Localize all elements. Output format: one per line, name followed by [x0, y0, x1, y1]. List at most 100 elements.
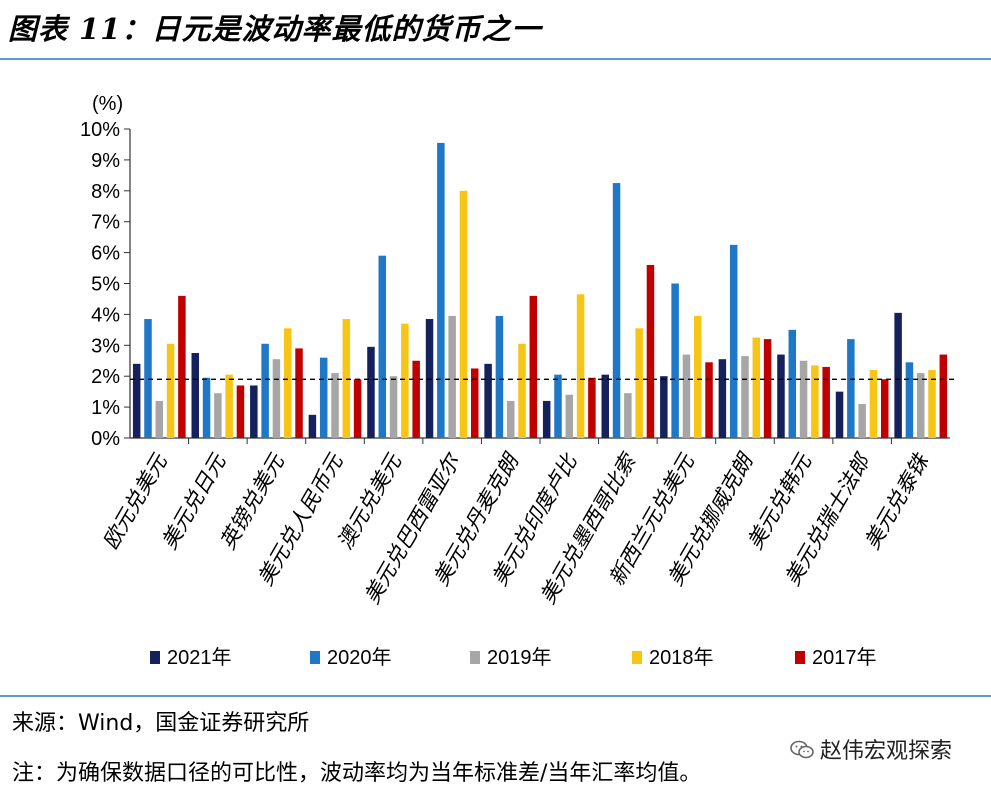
- y-tick-label: 9%: [91, 150, 120, 172]
- bar: [470, 368, 479, 438]
- bar: [741, 356, 749, 438]
- bar: [682, 354, 691, 438]
- bar: [542, 400, 551, 438]
- bar: [495, 315, 504, 438]
- bar: [166, 343, 175, 438]
- bar: [250, 385, 258, 438]
- bar: [178, 295, 186, 438]
- bar: [132, 363, 141, 438]
- bar: [342, 319, 351, 438]
- y-tick-label: 5%: [91, 274, 120, 296]
- bar: [484, 363, 492, 438]
- bar: [916, 373, 925, 438]
- legend-label: 2021年: [167, 646, 232, 669]
- bar: [835, 391, 844, 438]
- bar: [718, 359, 727, 438]
- legend-swatch: [795, 651, 805, 664]
- y-tick-label: 3%: [91, 335, 120, 357]
- bar-chart: (%)0%1%2%3%4%5%6%7%8%9%10%欧元兑美元美元兑日元英镑兑美…: [80, 93, 958, 669]
- bar: [437, 142, 445, 438]
- legend-swatch: [310, 651, 320, 664]
- bar: [646, 264, 655, 438]
- watermark-text: 赵伟宏观探索: [820, 739, 953, 764]
- legend-label: 2017年: [812, 646, 877, 669]
- bar: [191, 353, 200, 438]
- bar: [905, 362, 914, 438]
- bar: [612, 183, 621, 438]
- wechat-icon: [790, 740, 814, 759]
- bar: [939, 354, 948, 438]
- bar: [459, 190, 468, 438]
- legend-swatch: [470, 651, 480, 664]
- bar: [811, 365, 819, 438]
- y-tick-label: 6%: [91, 243, 120, 265]
- bar: [506, 400, 515, 438]
- y-tick-label: 4%: [91, 304, 120, 326]
- legend-label: 2019年: [487, 646, 552, 669]
- footer-divider: [0, 695, 991, 697]
- bar: [928, 370, 936, 438]
- bar: [412, 360, 420, 438]
- bar: [225, 374, 233, 438]
- bar: [308, 414, 317, 438]
- y-axis-label: (%): [92, 93, 123, 115]
- bar: [693, 315, 702, 438]
- bar: [367, 346, 375, 438]
- bar: [283, 328, 292, 438]
- bar: [518, 343, 526, 438]
- bar: [401, 323, 409, 438]
- bar: [272, 359, 281, 438]
- bar: [448, 315, 456, 438]
- bar: [261, 343, 269, 438]
- bar: [236, 385, 245, 438]
- bar: [425, 319, 434, 438]
- bar: [588, 377, 596, 438]
- y-tick-label: 7%: [91, 212, 120, 234]
- bar: [822, 366, 830, 438]
- legend-label: 2020年: [327, 646, 392, 669]
- bar: [389, 376, 398, 438]
- bar: [353, 379, 362, 438]
- legend-label: 2018年: [649, 646, 714, 669]
- watermark: 赵伟宏观探索: [790, 733, 952, 765]
- bar: [799, 360, 808, 438]
- bar: [705, 362, 713, 438]
- source-text: 来源：Wind，国金证券研究所: [12, 711, 310, 736]
- bar: [378, 255, 387, 438]
- bar: [554, 374, 562, 438]
- bar: [529, 295, 538, 438]
- bar: [858, 404, 866, 438]
- page-title: 图表 11：日元是波动率最低的货币之一: [8, 12, 542, 46]
- bar: [880, 379, 889, 438]
- y-tick-label: 1%: [91, 397, 120, 419]
- bar: [847, 339, 855, 438]
- note-text: 注：为确保数据口径的可比性，波动率均为当年标准差/当年汇率均值。: [12, 761, 702, 786]
- bar: [894, 312, 902, 438]
- bar: [576, 294, 585, 438]
- bar: [869, 370, 878, 438]
- bar: [777, 354, 785, 438]
- bar: [601, 374, 610, 438]
- title-divider: [0, 58, 991, 60]
- y-tick-label: 0%: [91, 428, 120, 450]
- bar: [752, 337, 761, 438]
- y-tick-label: 2%: [91, 366, 120, 388]
- bar: [331, 373, 339, 438]
- legend-swatch: [150, 651, 160, 664]
- y-tick-label: 8%: [91, 181, 120, 203]
- bar: [565, 394, 574, 438]
- bar: [660, 376, 668, 438]
- bar: [671, 283, 679, 438]
- bar: [635, 328, 643, 438]
- bar: [763, 339, 772, 438]
- bar: [624, 393, 632, 438]
- bar: [788, 329, 797, 438]
- bar: [202, 377, 211, 438]
- bar: [144, 319, 152, 438]
- legend-swatch: [632, 651, 642, 664]
- bar: [155, 400, 164, 438]
- y-tick-label: 10%: [80, 119, 120, 141]
- bar: [214, 393, 222, 438]
- bar: [295, 348, 303, 438]
- bar: [319, 357, 328, 438]
